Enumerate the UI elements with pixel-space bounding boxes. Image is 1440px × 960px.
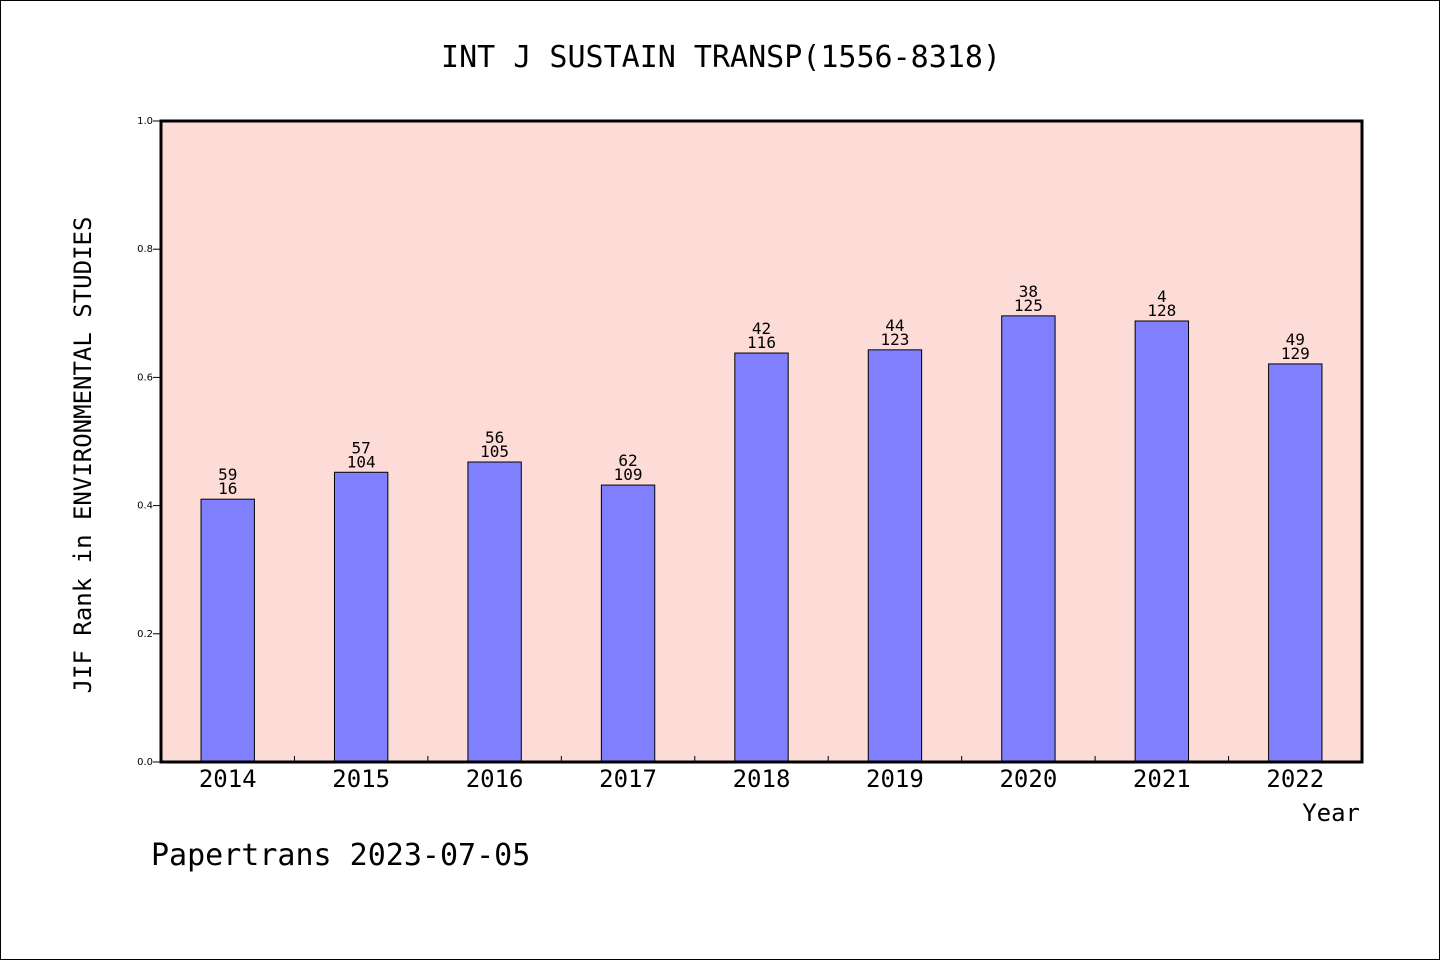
rank-label: 38 [1019,282,1038,301]
bar-2017 [600,484,656,763]
bar-2016 [467,461,522,763]
y-tick-label: 0.6 [137,372,153,383]
x-tick-label: 2018 [733,765,791,793]
x-tick-label: 2017 [599,765,657,793]
total-label: 129 [1281,344,1310,363]
bar-2018 [734,352,789,763]
y-tick-label: 0.2 [137,629,153,640]
total-label: 16 [218,479,237,498]
y-axis-label: JIF Rank in ENVIRONMENTAL STUDIES [69,217,97,694]
chart-title: INT J SUSTAIN TRANSP(1556-8318) [441,40,1001,75]
y-axis: 0.0 0.2 0.4 0.6 0.8 1.0 [137,116,161,768]
rank-label: 57 [352,438,371,457]
rank-label: 49 [1286,330,1305,349]
rank-label: 42 [752,319,771,338]
x-tick-label: 2021 [1133,765,1191,793]
total-label: 105 [480,442,509,461]
rank-label: 56 [485,428,504,447]
bar-2015 [333,471,389,763]
y-tick-label: 1.0 [137,116,153,127]
bar-2021 [1134,320,1190,763]
rank-label: 4 [1157,287,1167,306]
total-label: 109 [614,465,643,484]
x-axis: 2014 2015 2016 2017 2018 2019 2020 2021 2022 [199,756,1324,793]
footer-text: Papertrans 2023-07-05 [151,838,530,873]
total-label: 116 [747,333,776,352]
y-tick-label: 0.4 [137,501,153,512]
bar-2022 [1268,363,1323,763]
plot-frame [159,119,1364,764]
total-label: 128 [1147,301,1176,320]
bar-2020 [1001,315,1056,763]
y-tick-label: 0.8 [137,244,153,255]
rank-label: 44 [885,316,904,335]
total-label: 125 [1014,296,1043,315]
x-tick-label: 2020 [999,765,1057,793]
bar-2014 [200,498,255,763]
x-tick-label: 2016 [466,765,524,793]
rank-label: 62 [618,451,637,470]
total-label: 104 [347,452,376,471]
x-tick-label: 2019 [866,765,924,793]
bar-2019 [867,349,923,763]
x-tick-label: 2022 [1266,765,1324,793]
x-axis-label: Year [1302,799,1360,827]
y-tick-label: 0.0 [137,757,153,768]
x-tick-label: 2015 [332,765,390,793]
rank-label: 59 [218,465,237,484]
x-tick-label: 2014 [199,765,257,793]
total-label: 123 [880,330,909,349]
bars [200,315,1323,763]
